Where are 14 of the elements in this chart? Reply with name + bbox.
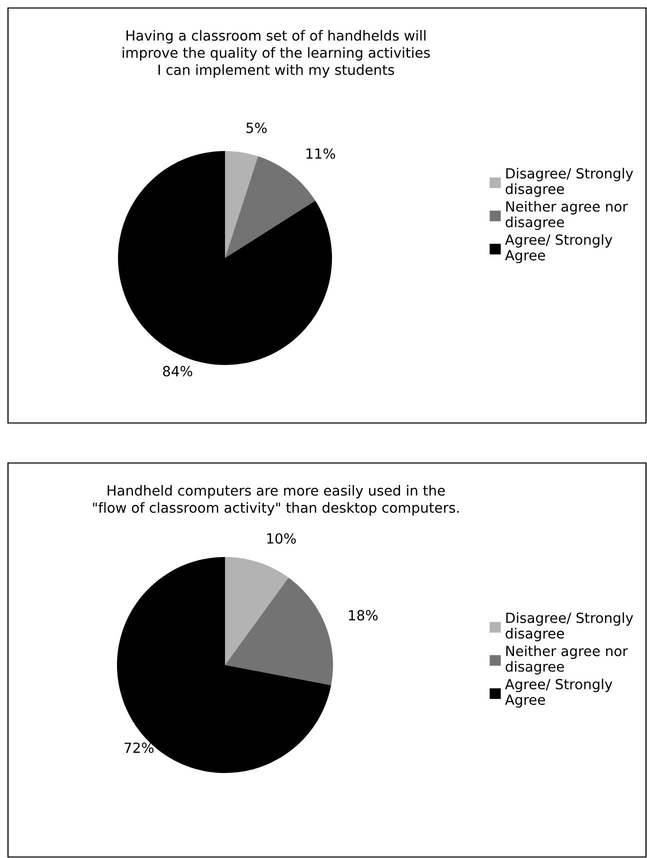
data-label: 72% (124, 742, 154, 754)
chart-title: Handheld computers are more easily used in the "flow of classroom activity" than desktop computers. (93, 485, 459, 516)
data-label: 18% (349, 610, 378, 621)
chart-title: Having a classroom set of of handhelds will improve the quality of the learning activities I can implement with my students (122, 30, 430, 78)
legend-label: Agree/ Strongly Agree (505, 678, 612, 708)
legend-label: Disagree/ Strongly disagree (506, 612, 634, 642)
legend-label: Agree/ Strongly Agree (505, 234, 612, 264)
data-label: 5% (246, 122, 267, 134)
data-label: 84% (163, 366, 192, 376)
legend-label: Neither agree nor disagree (506, 646, 628, 674)
legend-label: Neither agree nor disagree (506, 201, 628, 230)
legend-label: Disagree/ Strongly disagree (506, 168, 634, 197)
data-label: 11% (306, 148, 336, 159)
data-label: 10% (267, 533, 296, 544)
